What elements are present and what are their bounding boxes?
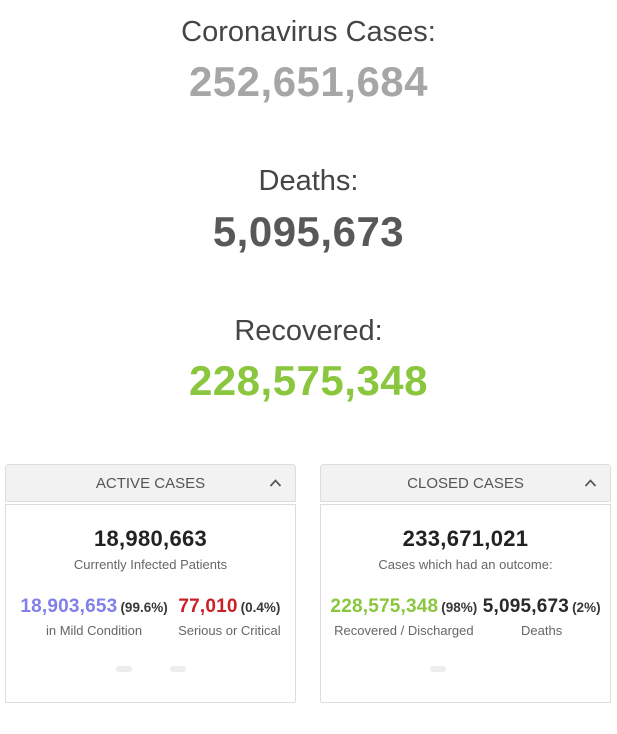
active-cases-body: 18,980,663 Currently Infected Patients 1… bbox=[5, 504, 296, 704]
faint-artifacts bbox=[6, 666, 295, 673]
active-cases-title: ACTIVE CASES bbox=[95, 474, 206, 492]
faint-artifacts bbox=[293, 666, 582, 673]
serious-value: 77,010 bbox=[178, 596, 238, 618]
closed-deaths-stat: 5,095,673 (2%) Deaths bbox=[483, 596, 601, 638]
faint-artifact bbox=[115, 666, 132, 673]
serious-label: Serious or Critical bbox=[178, 623, 281, 639]
active-cases-header[interactable]: ACTIVE CASES bbox=[5, 464, 296, 503]
cases-panels-row: ACTIVE CASES 18,980,663 Currently Infect… bbox=[0, 464, 617, 704]
deaths-value: 5,095,673 bbox=[212, 207, 405, 255]
cases-value: 252,651,684 bbox=[188, 58, 429, 106]
main-counters: Coronavirus Cases: 252,651,684 Deaths: 5… bbox=[0, 16, 617, 402]
mild-condition-stat: 18,903,653 (99.6%) in Mild Condition bbox=[20, 596, 167, 638]
counter-recovered: Recovered: 228,575,348 bbox=[0, 315, 617, 402]
recovered-discharged-percent: (98%) bbox=[441, 600, 478, 616]
closed-cases-panel: CLOSED CASES 233,671,021 Cases which had… bbox=[320, 464, 611, 704]
mild-value: 18,903,653 bbox=[20, 596, 118, 618]
recovered-discharged-stat: 228,575,348 (98%) Recovered / Discharged bbox=[330, 596, 477, 638]
recovered-value: 228,575,348 bbox=[188, 357, 429, 405]
mild-percent: (99.6%) bbox=[120, 600, 168, 616]
deaths-label: Deaths: bbox=[258, 165, 359, 198]
serious-critical-stat: 77,010 (0.4%) Serious or Critical bbox=[178, 596, 281, 638]
recovered-label: Recovered: bbox=[234, 314, 383, 347]
cases-label: Coronavirus Cases: bbox=[181, 16, 436, 48]
closed-deaths-percent: (2%) bbox=[572, 600, 601, 616]
counter-cases: Coronavirus Cases: 252,651,684 bbox=[0, 16, 617, 103]
closed-total-caption: Cases which had an outcome: bbox=[378, 557, 553, 573]
closed-cases-body: 233,671,021 Cases which had an outcome: … bbox=[320, 504, 611, 704]
chevron-up-icon[interactable] bbox=[584, 479, 597, 487]
chevron-up-icon[interactable] bbox=[269, 479, 282, 487]
counter-deaths: Deaths: 5,095,673 bbox=[0, 165, 617, 252]
closed-cases-header[interactable]: CLOSED CASES bbox=[320, 464, 611, 503]
faint-artifact bbox=[169, 666, 186, 673]
active-total: 18,980,663 bbox=[93, 526, 208, 552]
closed-total: 233,671,021 bbox=[402, 526, 529, 552]
active-cases-panel: ACTIVE CASES 18,980,663 Currently Infect… bbox=[5, 464, 296, 704]
recovered-discharged-value: 228,575,348 bbox=[330, 596, 439, 618]
recovered-discharged-label: Recovered / Discharged bbox=[334, 623, 474, 639]
closed-breakdown: 228,575,348 (98%) Recovered / Discharged … bbox=[321, 596, 610, 638]
active-total-caption: Currently Infected Patients bbox=[73, 557, 228, 573]
closed-deaths-value: 5,095,673 bbox=[482, 596, 570, 618]
faint-artifact bbox=[429, 666, 446, 673]
mild-label: in Mild Condition bbox=[45, 623, 143, 639]
closed-cases-title: CLOSED CASES bbox=[407, 474, 524, 492]
active-breakdown: 18,903,653 (99.6%) in Mild Condition 77,0… bbox=[6, 596, 295, 638]
serious-percent: (0.4%) bbox=[240, 600, 281, 616]
closed-deaths-label: Deaths bbox=[521, 623, 563, 639]
